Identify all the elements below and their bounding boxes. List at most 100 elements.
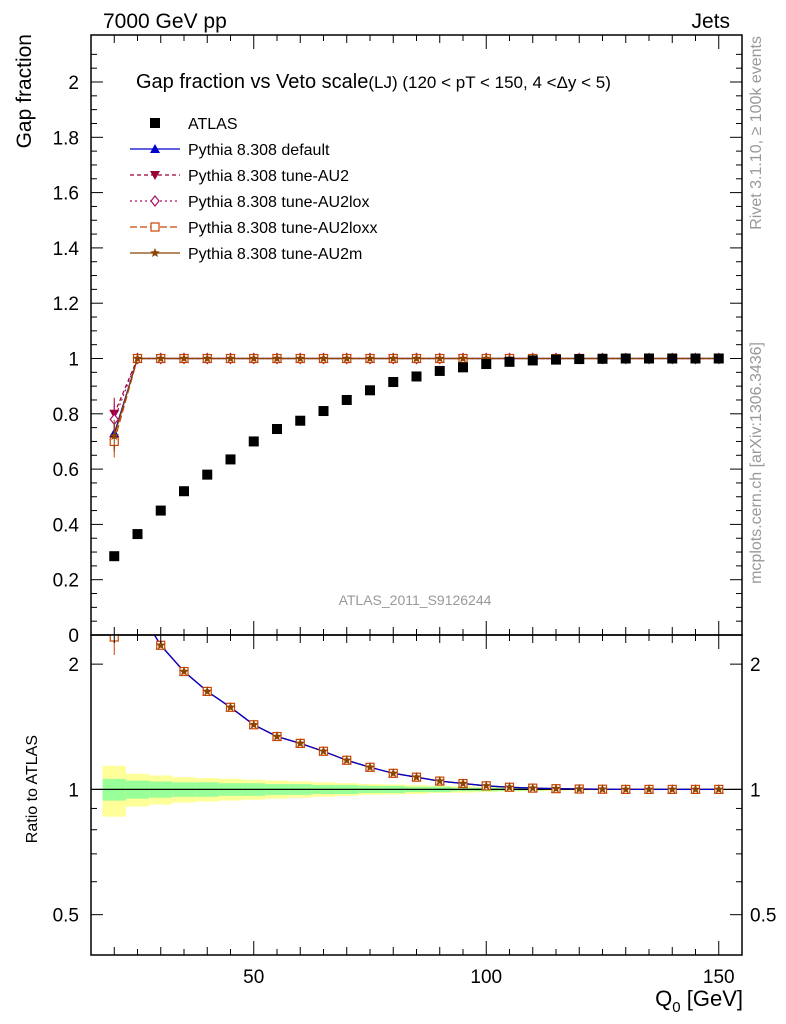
legend-marker-default — [150, 144, 160, 153]
main-ytick-label: 0.8 — [53, 405, 79, 426]
ratio-ytick-label: 1 — [68, 780, 79, 801]
ratio-panel — [91, 635, 742, 817]
main-ytick-label: 1 — [68, 350, 79, 371]
plot-title-main: Gap fraction vs Veto scale — [136, 71, 368, 93]
header-right: Jets — [691, 10, 730, 33]
point-atlas — [481, 359, 492, 370]
ratio-point-au2m — [342, 755, 352, 765]
ratio-ytick-label: 0.5 — [53, 906, 79, 927]
series-line-au2m — [113, 357, 719, 437]
point-atlas — [272, 424, 282, 435]
point-atlas — [202, 469, 213, 480]
point-au2m — [318, 353, 329, 363]
x-tick-label: 100 — [470, 967, 502, 988]
ratio-point-au2m — [388, 768, 398, 778]
point-atlas — [295, 415, 306, 426]
point-atlas — [109, 551, 120, 562]
ratio-point-au2m — [458, 778, 468, 788]
ratio-point-au2m — [714, 784, 724, 794]
ratio-point-au2m — [225, 702, 236, 712]
ratio-point-au2m — [667, 784, 677, 794]
plot-title: Gap fraction vs Veto scale(LJ) (120 < pT… — [136, 71, 611, 93]
ratio-point-au2m — [574, 784, 584, 794]
ratio-point-au2m — [365, 762, 375, 772]
legend-marker-atlas — [150, 118, 160, 128]
legend-label-atlas: ATLAS — [188, 116, 238, 133]
point-au2m — [342, 353, 352, 363]
header-left: 7000 GeV pp — [103, 10, 227, 33]
point-atlas — [318, 406, 329, 417]
x-tick-label: 150 — [703, 967, 735, 988]
ratio-curves — [109, 635, 724, 795]
ratio-point-au2m — [528, 783, 538, 793]
point-atlas — [411, 371, 422, 382]
x-tick-label: 50 — [243, 967, 264, 988]
ratio-ytick-label-right: 1 — [750, 780, 761, 801]
ratio-point-au2m — [504, 782, 515, 792]
point-atlas — [620, 353, 631, 364]
point-au2m — [458, 353, 468, 363]
main-ylabel: Gap fraction — [13, 34, 36, 148]
analysis-watermark: ATLAS_2011_S9126244 — [339, 592, 492, 608]
main-ytick-label: 1.6 — [53, 184, 79, 205]
ratio-ytick-label-right: 2 — [750, 655, 761, 676]
legend-label-au2loxx: Pythia 8.308 tune-AU2loxx — [188, 220, 377, 237]
series-line-au2loxx — [113, 357, 719, 442]
point-atlas — [458, 362, 468, 373]
ratio-point-au2m — [295, 738, 305, 748]
point-atlas — [365, 385, 375, 396]
point-au2m — [202, 353, 212, 363]
ratio-point-au2m — [272, 731, 282, 741]
point-atlas — [713, 353, 724, 364]
legend-marker-au2 — [150, 171, 160, 180]
rivet-label: Rivet 3.1.10, ≥ 100k events — [748, 36, 765, 230]
point-atlas — [341, 394, 352, 405]
main-ytick-label: 0.2 — [53, 571, 79, 592]
point-atlas — [388, 377, 399, 388]
legend: ATLAS Pythia 8.308 default Pythia 8.308 tu… — [130, 116, 377, 263]
point-au2m — [132, 353, 143, 363]
ratio-point-au2m — [249, 719, 259, 729]
x-axis-label: Q0 [GeV] — [655, 986, 743, 1016]
x-axis-label-q: Q — [655, 986, 672, 1011]
legend-marker-au2loxx — [150, 222, 160, 232]
ratio-point-au2m — [435, 776, 445, 786]
point-au2m — [295, 353, 305, 363]
point-au2m — [388, 353, 398, 363]
point-atlas — [504, 356, 515, 367]
x-axis-label-sub: 0 — [672, 999, 680, 1016]
point-atlas — [551, 354, 561, 365]
main-ytick-label: 1.2 — [53, 294, 79, 315]
point-atlas — [132, 529, 143, 540]
ratio-point-au2m — [690, 784, 701, 794]
legend-label-au2: Pythia 8.308 tune-AU2 — [188, 168, 349, 185]
ratio-ylabel: Ratio to ATLAS — [24, 735, 41, 843]
legend-marker-au2lox — [150, 195, 160, 207]
ratio-point-au2m — [202, 686, 212, 696]
main-ytick-label: 2 — [68, 73, 79, 94]
legend-label-au2m: Pythia 8.308 tune-AU2m — [188, 246, 362, 263]
ratio-ytick-label: 2 — [68, 655, 79, 676]
ratio-ytick-label-right: 0.5 — [750, 906, 776, 927]
point-atlas — [527, 355, 538, 366]
ratio-point-au2m — [481, 780, 491, 790]
series-line-au2lox — [113, 357, 719, 420]
legend-marker-au2m — [150, 248, 160, 257]
main-ticks: 0 0.2 0.4 0.6 0.8 1 1.2 1.4 1.6 1.8 2 50 100 150 0.5 0.… — [53, 35, 776, 988]
mcplots-label: mcplots.cern.ch [arXiv:1306.3436] — [748, 342, 765, 584]
plot-title-sub: (LJ) (120 < pT < 150, 4 <Δy < 5) — [368, 73, 611, 92]
point-au2m — [411, 353, 422, 363]
legend-label-default: Pythia 8.308 default — [188, 142, 330, 159]
ratio-point-au2m — [318, 746, 329, 756]
main-ytick-label: 1.4 — [53, 239, 80, 260]
legend-label-au2lox: Pythia 8.308 tune-AU2lox — [188, 194, 369, 211]
point-au2m — [365, 353, 375, 363]
series-line-au2 — [113, 357, 719, 415]
ratio-point-au2m — [644, 784, 654, 794]
point-au2m — [179, 353, 189, 363]
point-au2m — [225, 353, 236, 363]
ratio-point-au2m — [179, 666, 189, 676]
point-au2m — [156, 353, 166, 363]
main-ytick-label: 0.4 — [53, 515, 80, 536]
